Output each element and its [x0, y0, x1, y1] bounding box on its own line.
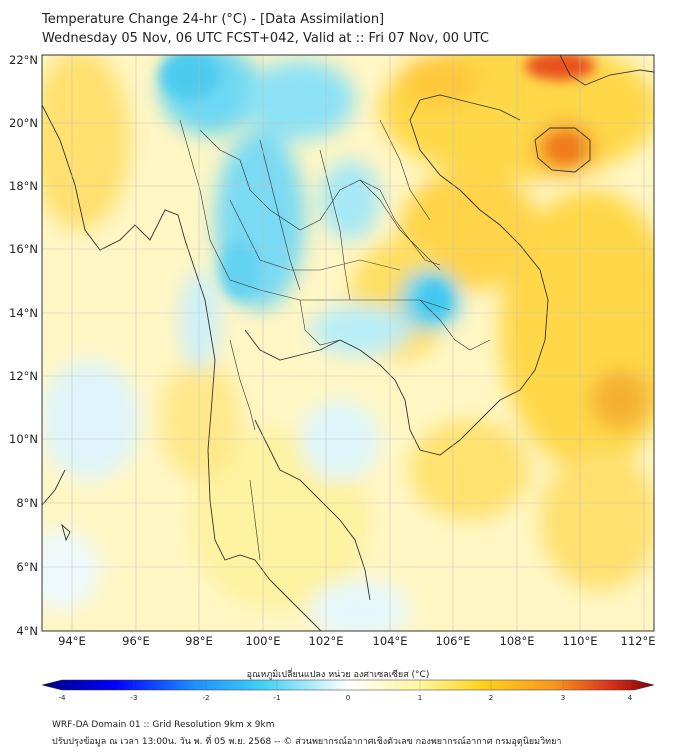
lat-label: 12°N — [9, 369, 38, 383]
footer-model-info: WRF-DA Domain 01 :: Grid Resolution 9km … — [52, 720, 275, 730]
colorbar-tick: -2 — [203, 694, 210, 702]
lon-label: 104°E — [373, 634, 408, 648]
colorbar-ramp — [41, 679, 655, 691]
lat-label: 20°N — [9, 116, 38, 130]
lat-label: 16°N — [9, 242, 38, 256]
lon-label: 108°E — [500, 634, 535, 648]
colorbar: -4 -3 -2 -1 0 1 2 3 4 — [41, 679, 655, 702]
lat-label: 6°N — [16, 560, 38, 574]
province-borders — [179, 119, 491, 561]
lat-label: 8°N — [16, 496, 38, 510]
map-subtitle: Wednesday 05 Nov, 06 UTC FCST+042, Valid… — [42, 31, 489, 46]
lat-label: 14°N — [9, 306, 38, 320]
lon-label: 100°E — [246, 634, 281, 648]
map-frame — [41, 54, 655, 632]
coastline-borders — [42, 55, 654, 631]
colorbar-tick: 4 — [628, 694, 633, 702]
longitude-labels: 94°E 96°E 98°E 100°E 102°E 104°E 106°E 1… — [58, 634, 655, 648]
lon-label: 94°E — [58, 634, 86, 648]
footer-credit: ปรับปรุงข้อมูล ณ เวลา 13:00น. วัน พ. ที่… — [52, 737, 562, 747]
colorbar-tick: -3 — [131, 694, 138, 702]
graticule — [42, 55, 654, 631]
colorbar-tick: 1 — [418, 694, 422, 702]
lon-label: 98°E — [185, 634, 213, 648]
lat-label: 10°N — [9, 432, 38, 446]
lat-label: 18°N — [9, 179, 38, 193]
lat-label: 4°N — [16, 624, 38, 638]
colorbar-tick: 0 — [346, 694, 350, 702]
lon-label: 112°E — [621, 634, 656, 648]
lon-label: 102°E — [309, 634, 344, 648]
colorbar-tick: -1 — [274, 694, 281, 702]
colorbar-tick: 2 — [489, 694, 493, 702]
colorbar-tick: -4 — [59, 694, 67, 702]
lon-label: 96°E — [122, 634, 150, 648]
colorbar-tick: 3 — [561, 694, 565, 702]
colorbar-title: อุณหภูมิเปลี่ยนแปลง หน่วย องศาเซลเซียส (… — [246, 670, 430, 680]
map-title: Temperature Change 24-hr (°C) - [Data As… — [42, 12, 385, 27]
lon-label: 106°E — [436, 634, 471, 648]
latitude-labels: 22°N 20°N 18°N 16°N 14°N 12°N 10°N 8°N 6… — [9, 53, 38, 638]
lat-label: 22°N — [9, 53, 38, 67]
lon-label: 110°E — [563, 634, 598, 648]
